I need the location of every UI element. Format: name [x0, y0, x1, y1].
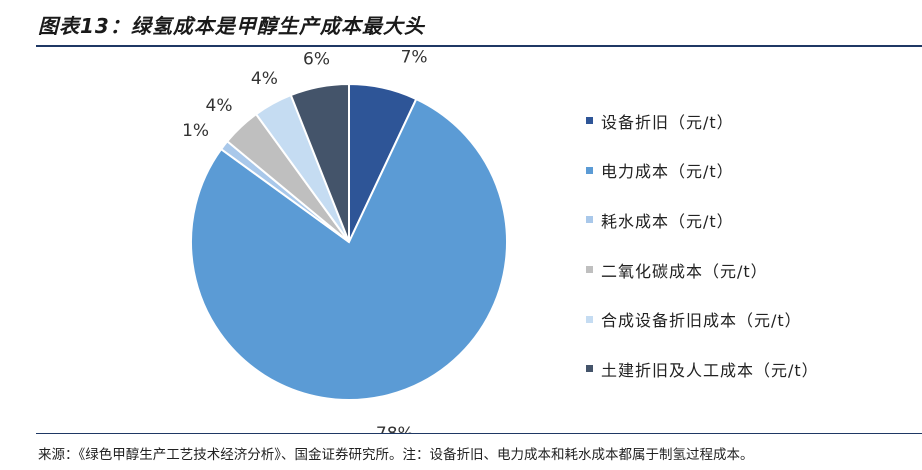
legend-item-5: 合成设备折旧成本（元/t） [586, 294, 916, 344]
legend-label-3: 耗水成本（元/t） [601, 211, 734, 231]
legend-item-1: 设备折旧（元/t） [586, 96, 916, 146]
legend-item-4: 二氧化碳成本（元/t） [586, 245, 916, 295]
legend-swatch-5 [586, 315, 593, 323]
pie-slice-label-2: 78% [376, 424, 414, 433]
legend-item-2: 电力成本（元/t） [586, 146, 916, 196]
legend-swatch-4 [586, 266, 593, 274]
chart-legend: 设备折旧（元/t） 电力成本（元/t） 耗水成本（元/t） 二氧化碳成本（元/t） 合成… [586, 96, 916, 394]
legend-swatch-2 [586, 166, 593, 174]
legend-label-6: 土建折旧及人工成本（元/t） [601, 360, 819, 380]
pie-slice-label-3: 1% [182, 121, 209, 141]
legend-swatch-1 [586, 117, 593, 125]
pie-slice-2 [190, 97, 508, 401]
title-divider [36, 45, 922, 47]
legend-swatch-3 [586, 216, 593, 224]
pie-slice-label-6: 6% [303, 49, 330, 69]
pie-chart: 7% 78% 1% 4% 4% 6% [182, 48, 508, 433]
legend-swatch-6 [586, 365, 593, 373]
legend-item-6: 土建折旧及人工成本（元/t） [586, 344, 916, 394]
pie-slice-label-1: 7% [401, 48, 428, 67]
source-divider [36, 433, 922, 434]
legend-label-2: 电力成本（元/t） [601, 162, 734, 182]
pie-slice-6 [289, 82, 350, 243]
legend-label-4: 二氧化碳成本（元/t） [601, 261, 768, 281]
legend-item-3: 耗水成本（元/t） [586, 195, 916, 245]
pie-slice-label-4: 4% [206, 96, 233, 116]
chart-title: 图表13：绿氢成本是甲醇生产成本最大头 [38, 14, 425, 38]
source-note: 来源：《绿色甲醇生产工艺技术经济分析》、国金证券研究所。注：设备折旧、电力成本和… [38, 447, 754, 463]
pie-slice-label-5: 4% [251, 69, 278, 89]
legend-label-1: 设备折旧（元/t） [601, 112, 734, 132]
legend-label-5: 合成设备折旧成本（元/t） [601, 311, 802, 331]
